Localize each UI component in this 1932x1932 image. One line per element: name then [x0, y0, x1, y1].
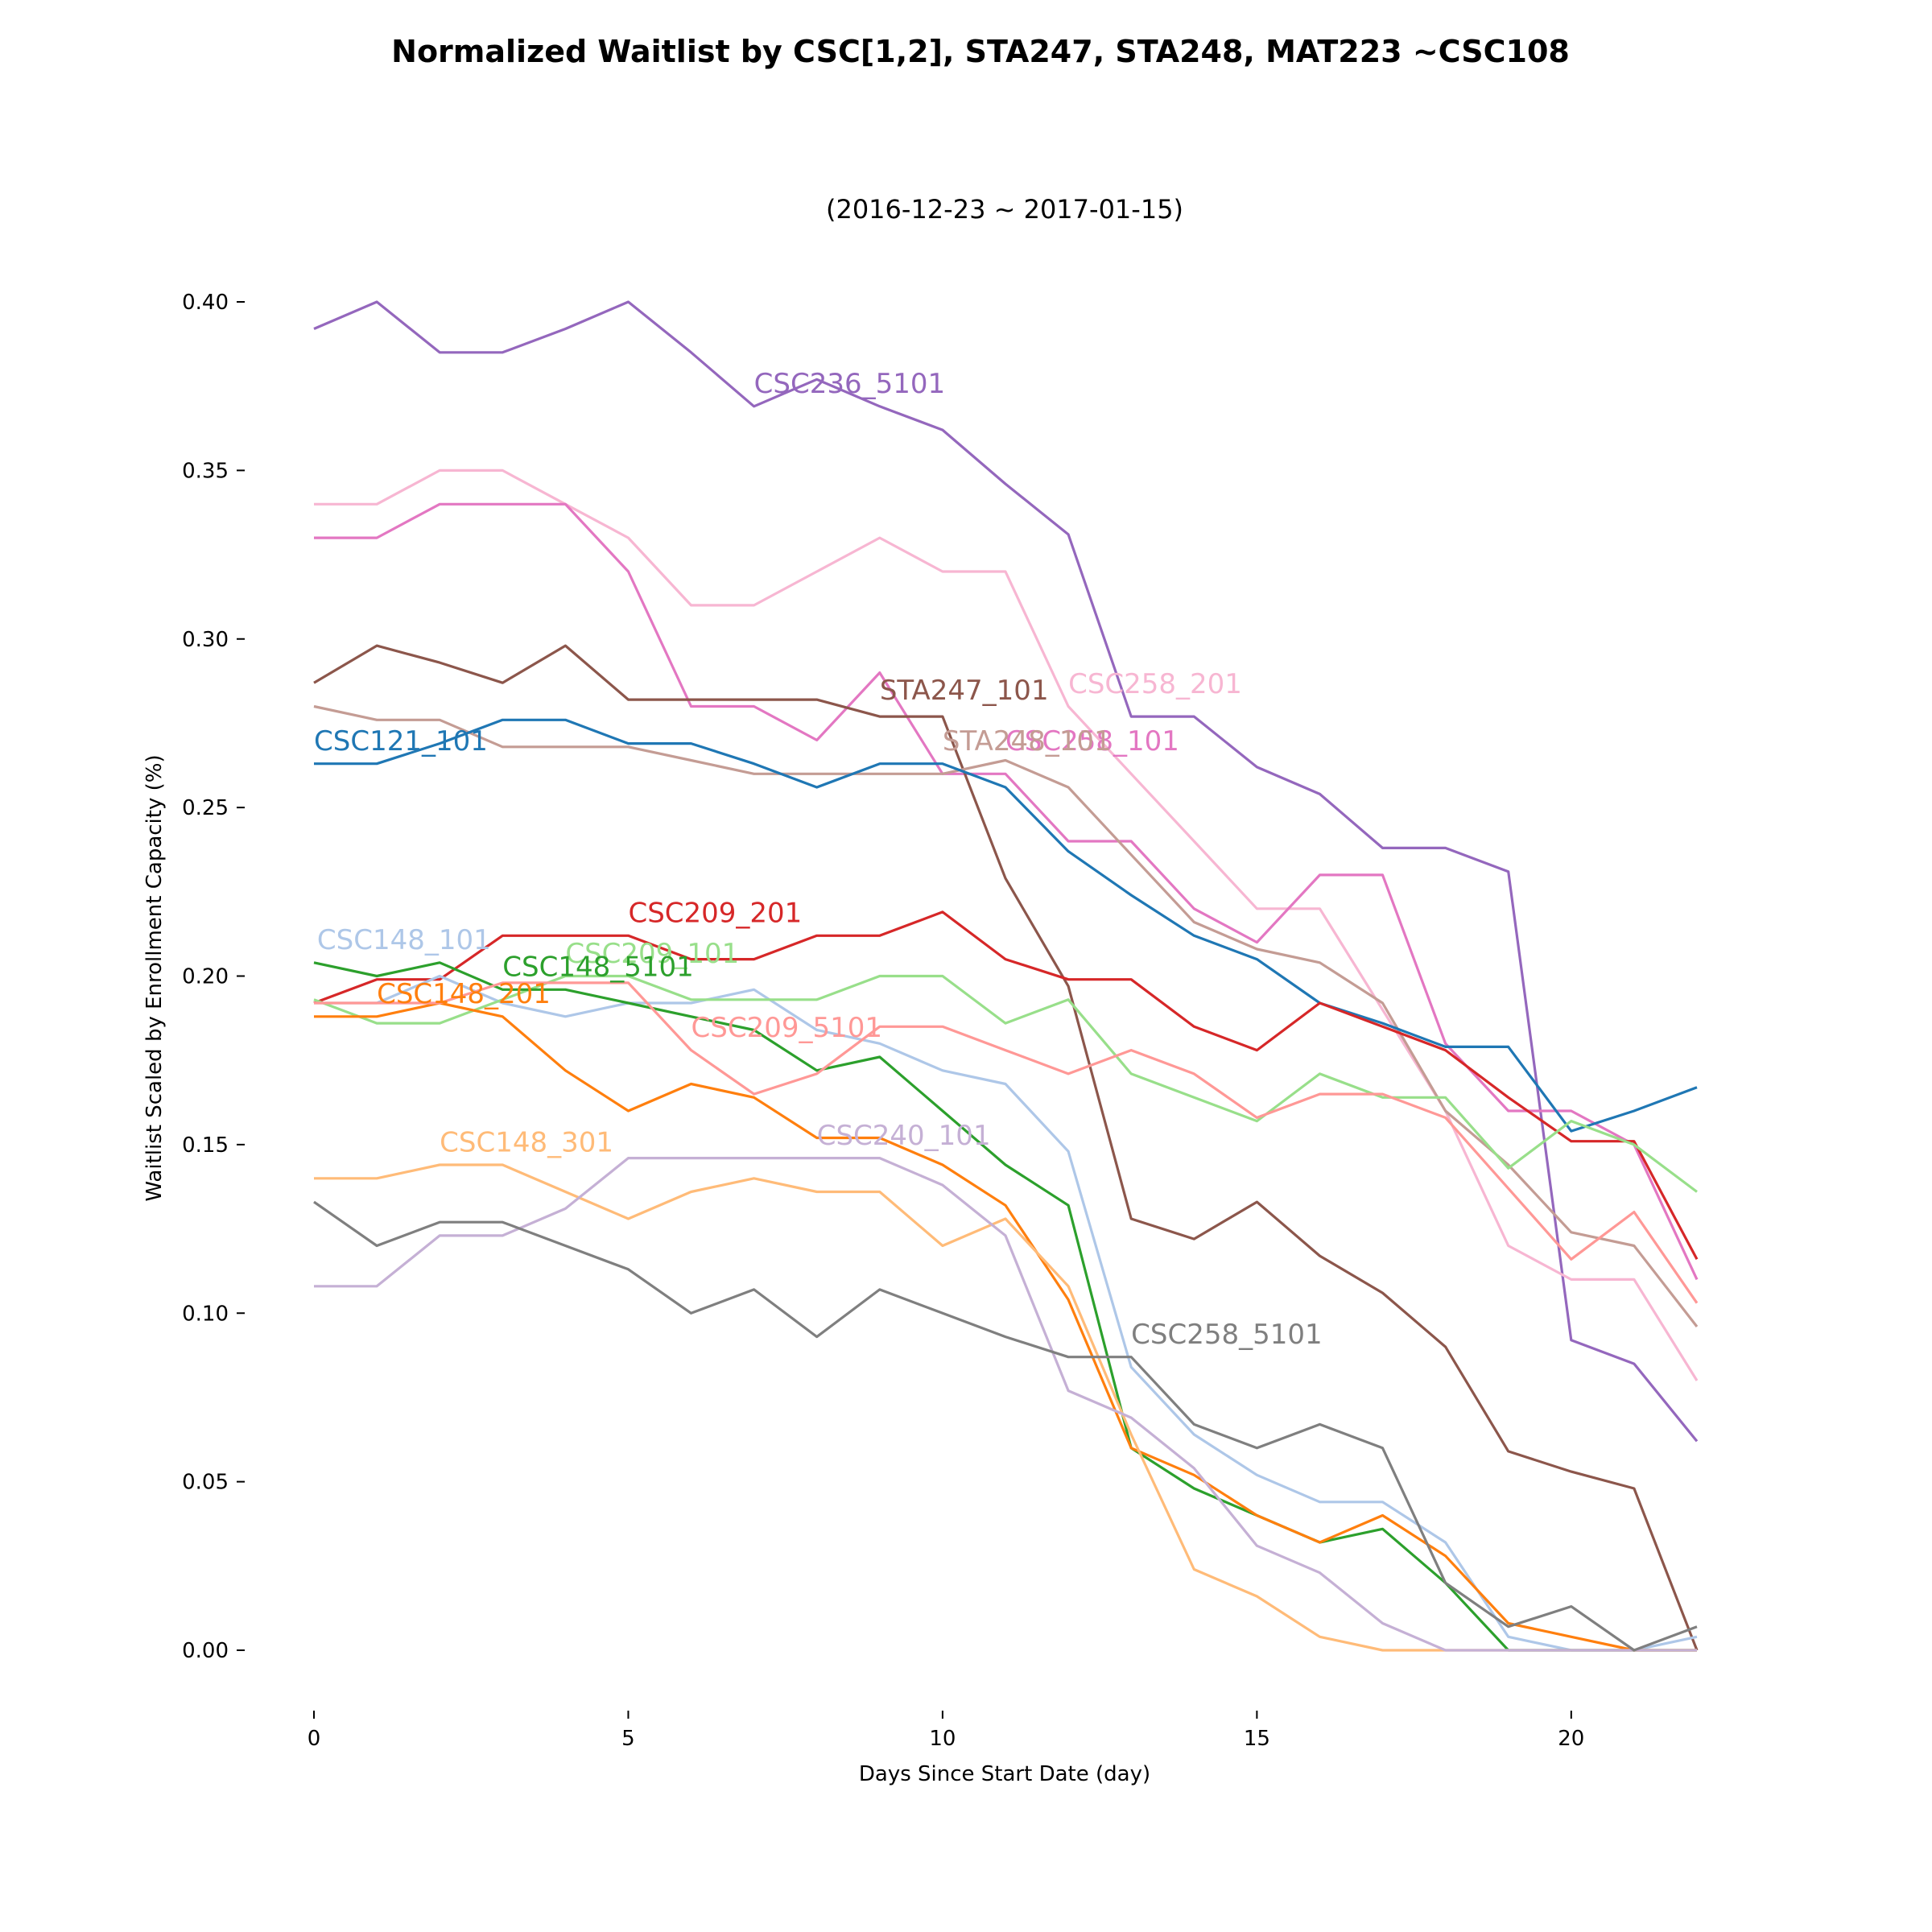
series-label-csc240_101: CSC240_101: [817, 1120, 991, 1152]
y-tick-label: 0.25: [182, 796, 229, 820]
y-tick-label: 0.30: [182, 628, 229, 652]
series-label-csc236_5101: CSC236_5101: [754, 368, 946, 400]
series-label-csc258_201: CSC258_201: [1068, 668, 1242, 700]
series-line-csc148_201: [314, 1001, 1697, 1652]
series-label-csc148_301: CSC148_301: [440, 1126, 613, 1158]
series-label-sta247_101: STA247_101: [880, 675, 1049, 707]
series-label-csc209_101: CSC209_101: [565, 938, 739, 970]
series-line-csc258_5101: [313, 1200, 1698, 1652]
x-tick-label: 15: [1244, 1727, 1270, 1751]
series-line-csc258_201: [314, 469, 1699, 1381]
series-label-csc148_5101: CSC148_5101: [502, 952, 694, 984]
series-label-csc148_201: CSC148_201: [377, 978, 551, 1010]
chart-subtitle: (2016-12-23 ~ 2017-01-15): [826, 194, 1183, 225]
x-tick-label: 0: [308, 1727, 321, 1751]
series-line-csc209_201: [313, 910, 1699, 1261]
series-line-csc240_101: [314, 1156, 1697, 1652]
y-tick-label: 0.15: [182, 1133, 229, 1158]
y-tick-label: 0.35: [182, 459, 229, 483]
y-tick-label: 0.40: [182, 291, 229, 315]
y-tick-label: 0.00: [182, 1639, 229, 1663]
y-tick-label: 0.05: [182, 1471, 229, 1495]
x-tick-label: 10: [929, 1727, 956, 1751]
y-axis: 0.00 0.05 0.10 0.15 0.20 0.25 0.30 0.35 0.40: [182, 291, 245, 1663]
series-label-sta248_101: STA248_101: [943, 725, 1112, 758]
y-tick-label: 0.20: [182, 965, 229, 989]
series-line-csc236_5101: [313, 300, 1699, 1443]
series-line-csc121_101: [314, 718, 1698, 1133]
x-tick-label: 20: [1558, 1727, 1584, 1751]
series-line-sta247_101: [313, 644, 1699, 1651]
series-label-csc209_5101: CSC209_5101: [691, 1012, 882, 1044]
series-labels: CSC236_5101 CSC258_201 CSC258_101 STA247_10…: [314, 368, 1323, 1351]
series-line-csc148_101: [314, 974, 1698, 1652]
series-label-csc209_201: CSC209_201: [628, 898, 802, 930]
x-axis: 0 5 10 15 20: [308, 1711, 1584, 1751]
series-line-csc148_5101: [313, 961, 1697, 1652]
x-tick-label: 5: [621, 1727, 635, 1751]
x-axis-label: Days Since Start Date (day): [859, 1762, 1150, 1786]
series-label-csc148_101: CSC148_101: [317, 924, 491, 956]
series-line-sta248_101: [313, 704, 1699, 1327]
chart-title: Normalized Waitlist by CSC[1,2], STA247,…: [391, 34, 1570, 69]
series-label-csc258_5101: CSC258_5101: [1131, 1319, 1323, 1351]
series-lines: [313, 300, 1699, 1652]
series-label-csc258_101: CSC258_101: [1005, 725, 1179, 758]
y-tick-label: 0.10: [182, 1302, 229, 1326]
y-axis-label: Waitlist Scaled by Enrollment Capacity (…: [142, 754, 167, 1201]
series-label-csc121_101: CSC121_101: [314, 725, 488, 758]
series-line-csc209_5101: [314, 981, 1699, 1304]
